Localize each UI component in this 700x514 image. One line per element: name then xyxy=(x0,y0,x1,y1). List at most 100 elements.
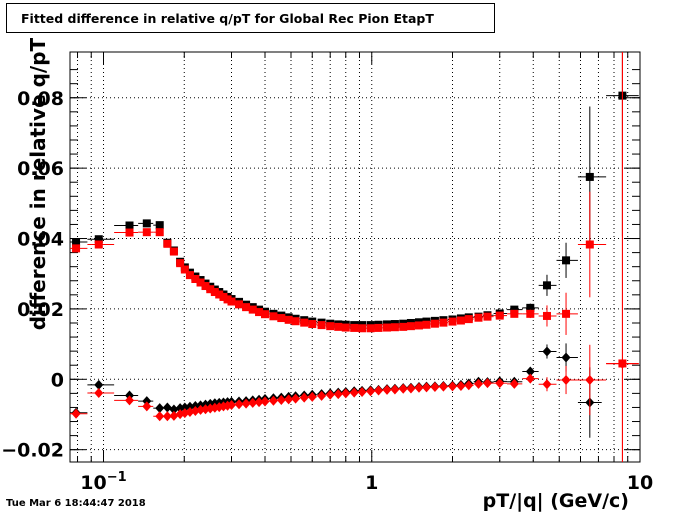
data-point xyxy=(366,386,376,397)
data-point xyxy=(242,303,251,312)
data-point xyxy=(382,384,392,395)
diamond-marker xyxy=(390,384,400,395)
square-marker xyxy=(439,318,448,327)
diamond-marker xyxy=(162,411,172,422)
data-point xyxy=(577,106,607,248)
square-marker xyxy=(227,297,236,306)
data-point xyxy=(226,399,236,410)
data-point xyxy=(473,313,483,322)
diamond-marker xyxy=(482,378,492,389)
data-point xyxy=(299,318,309,327)
square-marker xyxy=(542,281,551,290)
data-point xyxy=(341,388,351,399)
data-point xyxy=(316,321,326,330)
square-marker xyxy=(495,311,504,320)
data-point xyxy=(308,320,317,329)
data-point xyxy=(522,366,539,377)
square-marker xyxy=(201,282,210,291)
data-point xyxy=(374,323,383,332)
y-tick-label: 0.06 xyxy=(17,158,64,180)
data-point xyxy=(325,389,335,400)
diamond-marker xyxy=(94,388,104,399)
data-point xyxy=(606,52,639,462)
data-point xyxy=(176,259,185,268)
square-marker xyxy=(219,292,228,301)
diamond-marker xyxy=(561,375,571,385)
data-point xyxy=(153,403,165,414)
y-axis-label: difference in relative q/pT xyxy=(26,37,50,331)
data-point xyxy=(538,274,557,296)
data-point xyxy=(398,383,408,394)
square-marker xyxy=(562,256,571,265)
square-marker xyxy=(248,305,257,314)
data-point xyxy=(334,322,343,331)
data-point xyxy=(162,411,172,422)
data-point xyxy=(464,380,474,391)
data-point xyxy=(316,390,327,401)
diamond-marker xyxy=(276,395,286,406)
square-marker xyxy=(72,238,81,247)
data-point xyxy=(284,315,293,324)
diamond-marker xyxy=(542,346,552,357)
data-point xyxy=(577,191,607,298)
data-point xyxy=(70,244,88,253)
data-point xyxy=(261,310,270,319)
data-point xyxy=(169,247,178,256)
data-point xyxy=(87,388,115,399)
axis-ticks xyxy=(70,52,641,462)
data-point xyxy=(248,397,258,408)
square-marker xyxy=(163,239,172,248)
diamond-marker xyxy=(254,397,264,408)
data-point xyxy=(268,395,278,406)
data-point xyxy=(422,382,432,393)
data-point xyxy=(299,392,309,403)
square-marker xyxy=(374,323,383,332)
square-marker xyxy=(155,228,164,237)
data-point xyxy=(538,344,557,359)
data-point xyxy=(227,297,236,306)
x-tick-label: 10 xyxy=(627,472,653,494)
data-point xyxy=(307,391,317,402)
data-point xyxy=(114,395,139,406)
diamond-marker xyxy=(142,401,152,412)
data-point xyxy=(138,228,154,237)
data-point xyxy=(447,381,458,392)
diamond-marker xyxy=(162,402,172,413)
data-point xyxy=(430,319,440,328)
data-point xyxy=(114,221,139,230)
square-marker xyxy=(125,221,134,230)
diamond-marker xyxy=(234,399,244,410)
diamond-marker xyxy=(398,383,408,394)
data-point xyxy=(114,228,139,237)
data-point xyxy=(438,381,448,392)
diamond-marker xyxy=(509,378,519,389)
diamond-marker xyxy=(317,390,327,401)
diamond-marker xyxy=(299,392,309,403)
diamond-marker xyxy=(464,380,474,391)
square-marker xyxy=(235,300,244,309)
data-point xyxy=(473,378,484,389)
square-marker xyxy=(196,278,205,287)
data-point xyxy=(538,377,557,392)
diamond-marker xyxy=(142,396,152,407)
data-point xyxy=(493,311,508,320)
diamond-marker xyxy=(438,381,448,392)
data-point xyxy=(153,411,165,422)
y-tick-label: 0.08 xyxy=(17,88,64,110)
square-marker xyxy=(169,247,178,256)
data-point xyxy=(114,390,139,401)
data-point xyxy=(153,221,164,230)
diamond-marker xyxy=(474,378,484,389)
data-point xyxy=(138,219,154,228)
square-marker xyxy=(210,288,219,297)
data-point xyxy=(538,305,557,327)
diamond-marker xyxy=(125,395,135,406)
square-marker xyxy=(585,172,594,181)
data-point xyxy=(153,228,164,237)
data-point xyxy=(406,322,415,331)
square-marker xyxy=(383,323,392,332)
data-point xyxy=(447,317,457,326)
square-marker xyxy=(94,235,103,244)
data-point xyxy=(254,397,264,408)
